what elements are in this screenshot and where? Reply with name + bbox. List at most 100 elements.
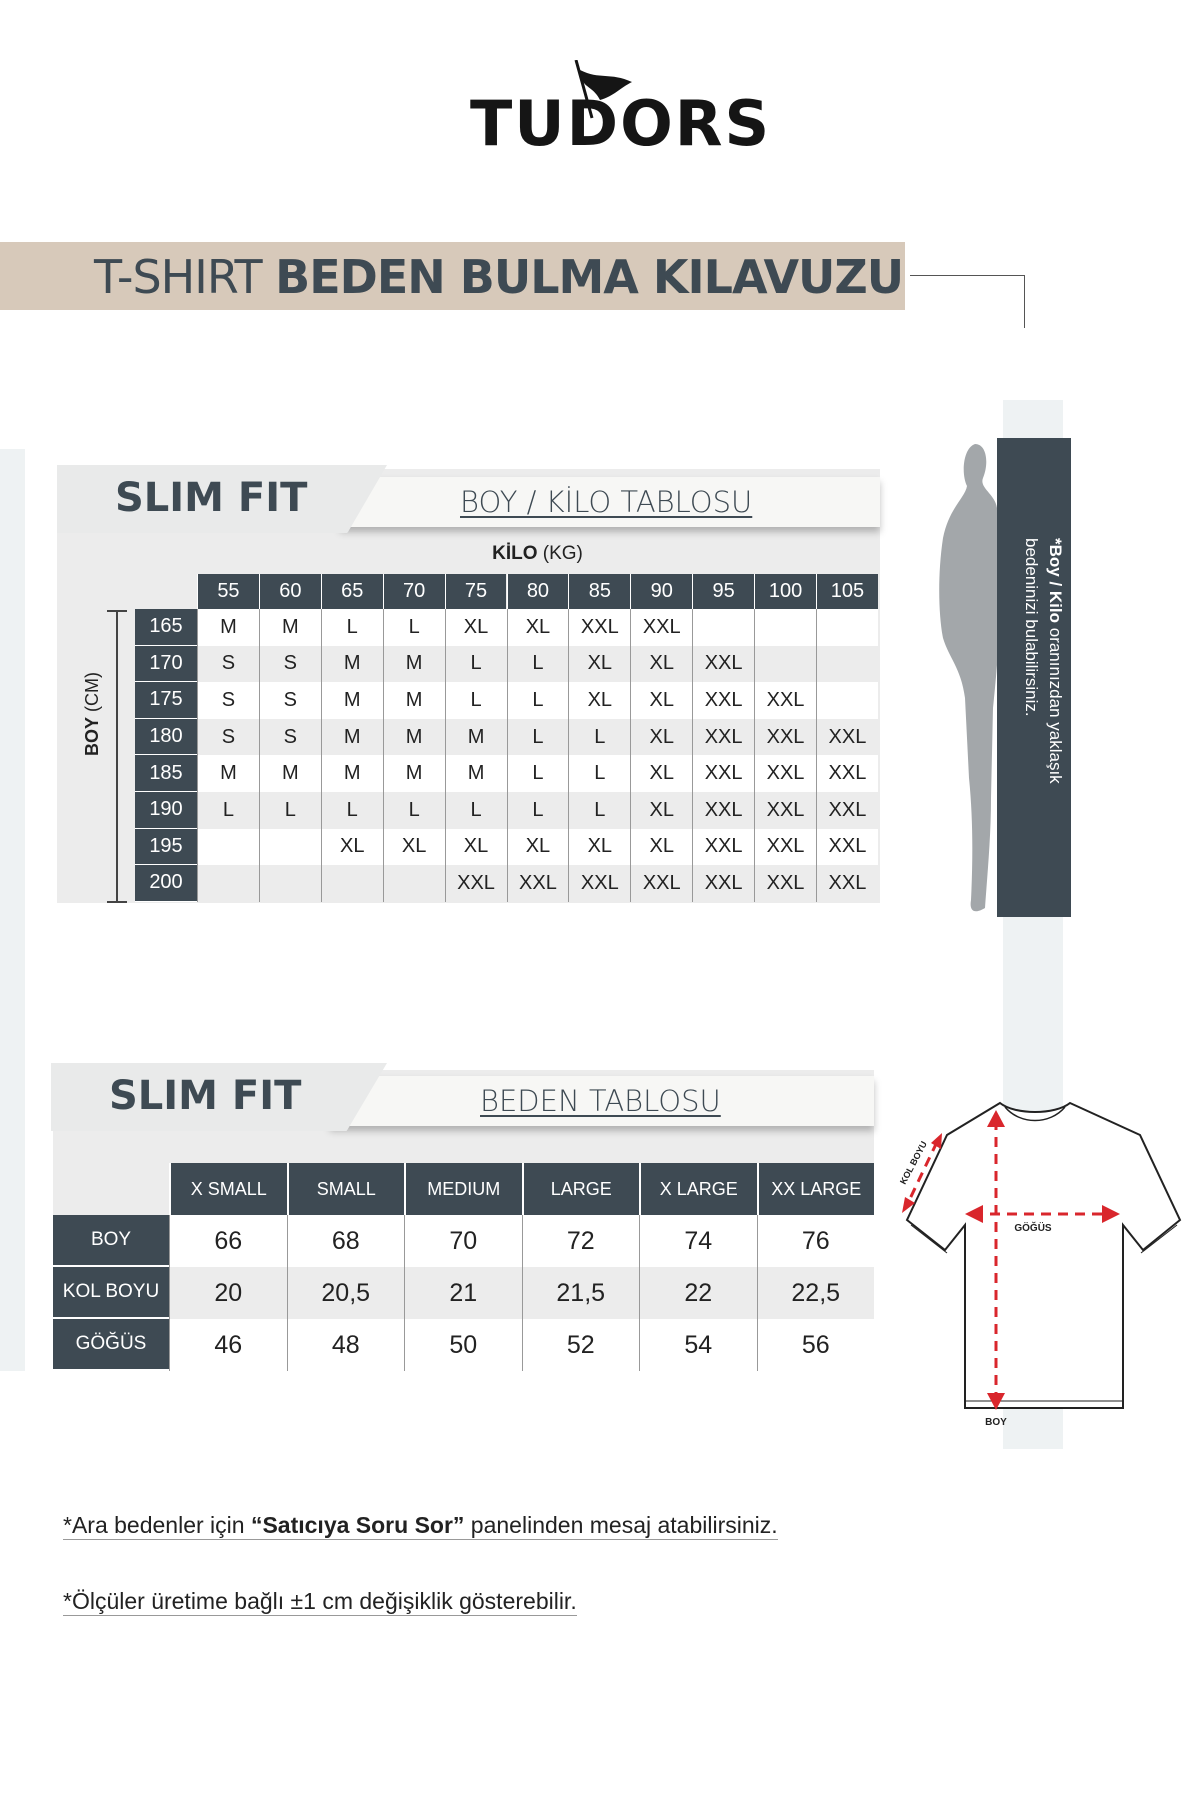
flag-icon [574, 60, 632, 119]
size-cell: L [506, 755, 569, 792]
size-cell: XXL [692, 755, 754, 792]
size-cell: XL [506, 609, 569, 646]
size-cell: XL [382, 828, 445, 866]
size-cell: XL [506, 828, 569, 866]
size-cell: XXL [630, 865, 692, 902]
size-cell [754, 609, 816, 646]
size-cell: L [568, 792, 630, 829]
weight-header: 70 [382, 574, 445, 609]
size-header: SMALL [286, 1163, 404, 1215]
size-cell: S [258, 682, 321, 719]
size-cell: L [444, 645, 507, 683]
size-cell: XXL [754, 828, 816, 866]
axis-tick [107, 610, 127, 612]
weight-table-fit-label: SLIM FIT [57, 465, 387, 533]
size-cell: XXL [754, 682, 816, 719]
size-cell: M [197, 755, 259, 792]
size-cell: L [506, 682, 569, 719]
size-cell: XXL [692, 718, 754, 756]
size-cell: XXL [692, 682, 754, 719]
footnote-intermediate-sizes: *Ara bedenler için “Satıcıya Soru Sor” p… [63, 1512, 778, 1540]
size-cell: L [258, 792, 321, 829]
size-cell: S [197, 718, 259, 756]
size-cell: XL [568, 645, 630, 683]
size-cell: XXL [816, 828, 878, 866]
size-cell: S [258, 718, 321, 756]
size-cell: XXL [754, 865, 816, 902]
weight-table-title: BOY / KİLO TABLOSU [460, 485, 753, 519]
size-cell [382, 865, 445, 902]
measure-cell: 74 [639, 1215, 757, 1267]
size-cell: M [197, 609, 259, 646]
size-table-fit-label: SLIM FIT [51, 1063, 387, 1131]
size-cell: L [382, 609, 445, 646]
measure-cell: 72 [521, 1215, 640, 1267]
size-cell: XXL [754, 718, 816, 756]
title-banner: T-SHIRT BEDEN BULMA KILAVUZU [0, 242, 905, 310]
size-cell: XL [630, 755, 692, 792]
size-cell: L [506, 718, 569, 756]
size-cell: L [568, 755, 630, 792]
weight-header: 85 [568, 574, 631, 609]
measure-cell: 20 [169, 1267, 287, 1319]
size-cell: XXL [568, 865, 630, 902]
weight-note-text: *Boy / Kilo oranınızdan yaklaşık bedenini… [1022, 538, 1065, 784]
measure-cell: 52 [521, 1319, 640, 1371]
size-cell: XXL [692, 645, 754, 683]
weight-header: 55 [197, 574, 259, 609]
left-decor-strip [0, 449, 25, 1371]
weight-note-box: *Boy / Kilo oranınızdan yaklaşık bedenini… [997, 438, 1071, 917]
weight-table-title-bar: BOY / KİLO TABLOSU [340, 477, 880, 527]
measure-cell: 22,5 [756, 1267, 875, 1319]
measure-cell: 21 [404, 1267, 522, 1319]
weight-header: 75 [444, 574, 507, 609]
size-cell: XL [630, 682, 692, 719]
size-cell: XL [320, 828, 383, 866]
size-cell: L [506, 792, 569, 829]
table-row [197, 865, 878, 902]
size-header: LARGE [521, 1163, 639, 1215]
table-row [197, 792, 878, 829]
weight-header: 90 [630, 574, 693, 609]
weight-header: 95 [692, 574, 755, 609]
table-row [197, 755, 878, 792]
size-header: MEDIUM [404, 1163, 522, 1215]
weight-header: 60 [258, 574, 321, 609]
measure-cell: 22 [639, 1267, 757, 1319]
size-cell: XXL [816, 755, 878, 792]
height-label: 200 [135, 865, 197, 902]
size-cell: XXL [816, 865, 878, 902]
size-cell: XXL [506, 865, 569, 902]
measure-cell: 46 [169, 1319, 287, 1371]
weight-header: 65 [320, 574, 383, 609]
tshirt-measurement-diagram: GÖĞÜS BOY KOL BOYU [898, 1101, 1182, 1425]
measure-cell: 50 [404, 1319, 522, 1371]
brand-logo: TUDORS [470, 60, 769, 160]
size-cell: S [197, 645, 259, 683]
height-label: 180 [135, 718, 197, 756]
size-header: XX LARGE [756, 1163, 874, 1215]
size-cell [816, 609, 878, 646]
size-cell: L [320, 792, 383, 829]
size-header: X SMALL [169, 1163, 287, 1215]
size-cell: XL [630, 828, 692, 866]
logo-text: TUDORS [470, 87, 772, 160]
size-cell: L [197, 792, 259, 829]
size-cell: M [320, 682, 383, 719]
size-cell: XXL [444, 865, 507, 902]
measure-cell: 70 [404, 1215, 522, 1267]
boy-axis-label: BOY (CM) [82, 672, 102, 756]
size-cell: M [382, 682, 445, 719]
measure-cell: 68 [286, 1215, 405, 1267]
size-cell: M [382, 718, 445, 756]
size-cell: XL [630, 792, 692, 829]
length-label: BOY [985, 1417, 1007, 1425]
measure-cell: 56 [756, 1319, 875, 1371]
size-cell: XL [630, 718, 692, 756]
height-label: 165 [135, 609, 197, 646]
measure-cell: 48 [286, 1319, 405, 1371]
axis-tick [107, 901, 127, 903]
sleeve-label: KOL BOYU [898, 1139, 929, 1185]
size-cell: XXL [754, 792, 816, 829]
human-silhouette-icon [939, 444, 999, 912]
